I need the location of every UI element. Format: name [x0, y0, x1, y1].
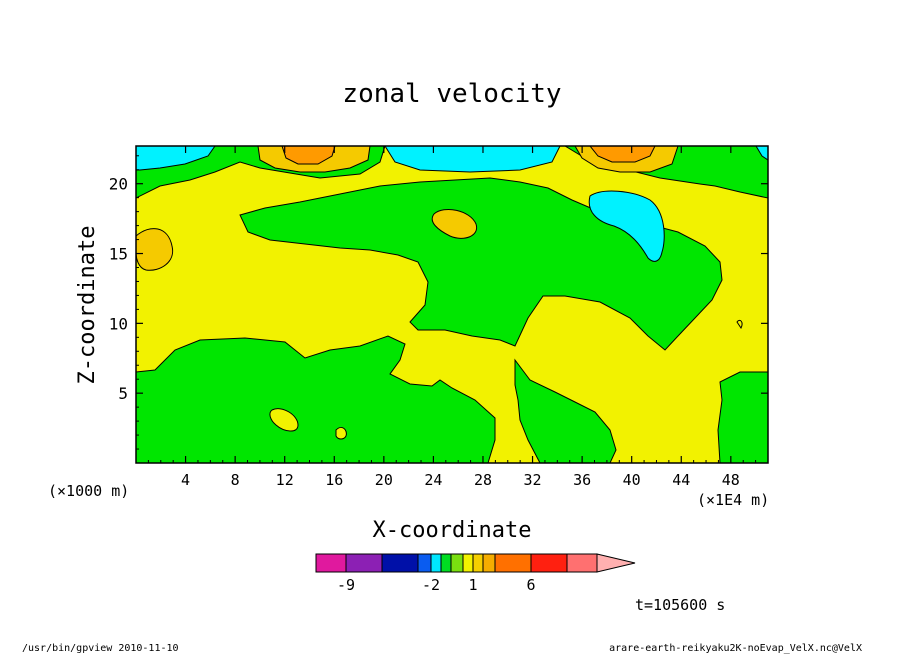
y-tick-label: 20 — [109, 175, 128, 194]
region-green-bottom-mid — [514, 358, 617, 463]
x-tick-label: 40 — [623, 471, 641, 489]
x-tick-label: 20 — [375, 471, 393, 489]
colorbar-label: 1 — [468, 576, 477, 594]
y-tick-label: 15 — [109, 245, 128, 264]
colorbar-extend-arrow — [596, 553, 636, 573]
colorbar-swatch — [482, 553, 496, 573]
region-orange-mid — [431, 209, 478, 239]
colorbar-swatch — [345, 553, 383, 573]
colorbar-swatch — [494, 553, 532, 573]
x-tick-label: 44 — [672, 471, 690, 489]
region-orange-left — [136, 228, 174, 271]
x-tick-label: 8 — [231, 471, 240, 489]
y-tick-label: 5 — [118, 384, 128, 403]
footer-left: /usr/bin/gpview 2010-11-10 — [22, 643, 179, 654]
colorbar-label: -2 — [422, 576, 440, 594]
x-unit-left: (×1000 m) — [48, 482, 129, 500]
colorbar-label: -9 — [337, 576, 355, 594]
region-green-bottom — [136, 335, 496, 463]
y-tick-label: 10 — [109, 314, 128, 333]
colorbar-swatch — [315, 553, 347, 573]
region-cyan-topright — [755, 146, 768, 161]
colorbar-label: 6 — [526, 576, 535, 594]
colorbar — [315, 553, 636, 573]
colorbar-swatch — [440, 553, 452, 573]
island-yellow-3 — [736, 319, 743, 329]
x-tick-label: 4 — [181, 471, 190, 489]
colorbar-labels: -9 -2 1 6 — [337, 576, 536, 594]
colorbar-swatch — [381, 553, 419, 573]
x-tick-label: 28 — [474, 471, 492, 489]
region-green-bottom-right — [717, 371, 768, 463]
y-axis-title: Z-coordinate — [75, 226, 100, 385]
x-tick-label: 12 — [276, 471, 294, 489]
x-tick-label: 36 — [573, 471, 591, 489]
footer-right: arare-earth-reikyaku2K-noEvap_VelX.nc@Ve… — [609, 643, 862, 654]
region-orange-core-1 — [281, 146, 336, 165]
x-tick-label: 16 — [325, 471, 343, 489]
colorbar-swatch — [462, 553, 474, 573]
island-yellow-1 — [269, 408, 299, 432]
colorbar-swatch — [530, 553, 568, 573]
x-ticks: 4 8 12 16 20 24 28 32 36 40 44 48 — [147, 146, 757, 489]
region-orange-core-2 — [589, 146, 656, 163]
colorbar-swatch — [566, 553, 598, 573]
colorbar-swatch — [472, 553, 484, 573]
x-tick-label: 32 — [524, 471, 542, 489]
island-yellow-2 — [335, 427, 347, 440]
colorbar-swatch — [430, 553, 442, 573]
contour-field — [136, 146, 768, 463]
region-cyan-topmid — [384, 146, 561, 173]
x-tick-label: 48 — [722, 471, 740, 489]
x-axis-title: X-coordinate — [373, 518, 532, 543]
x-tick-label: 24 — [424, 471, 442, 489]
chart-title: zonal velocity — [342, 79, 561, 109]
colorbar-swatch — [417, 553, 432, 573]
y-ticks: 5 10 15 20 — [109, 155, 768, 450]
x-unit-right: (×1E4 m) — [697, 491, 769, 509]
time-annotation: t=105600 s — [635, 596, 725, 614]
region-cyan-right — [588, 190, 665, 262]
colorbar-swatch — [450, 553, 464, 573]
plot-frame — [135, 145, 769, 464]
